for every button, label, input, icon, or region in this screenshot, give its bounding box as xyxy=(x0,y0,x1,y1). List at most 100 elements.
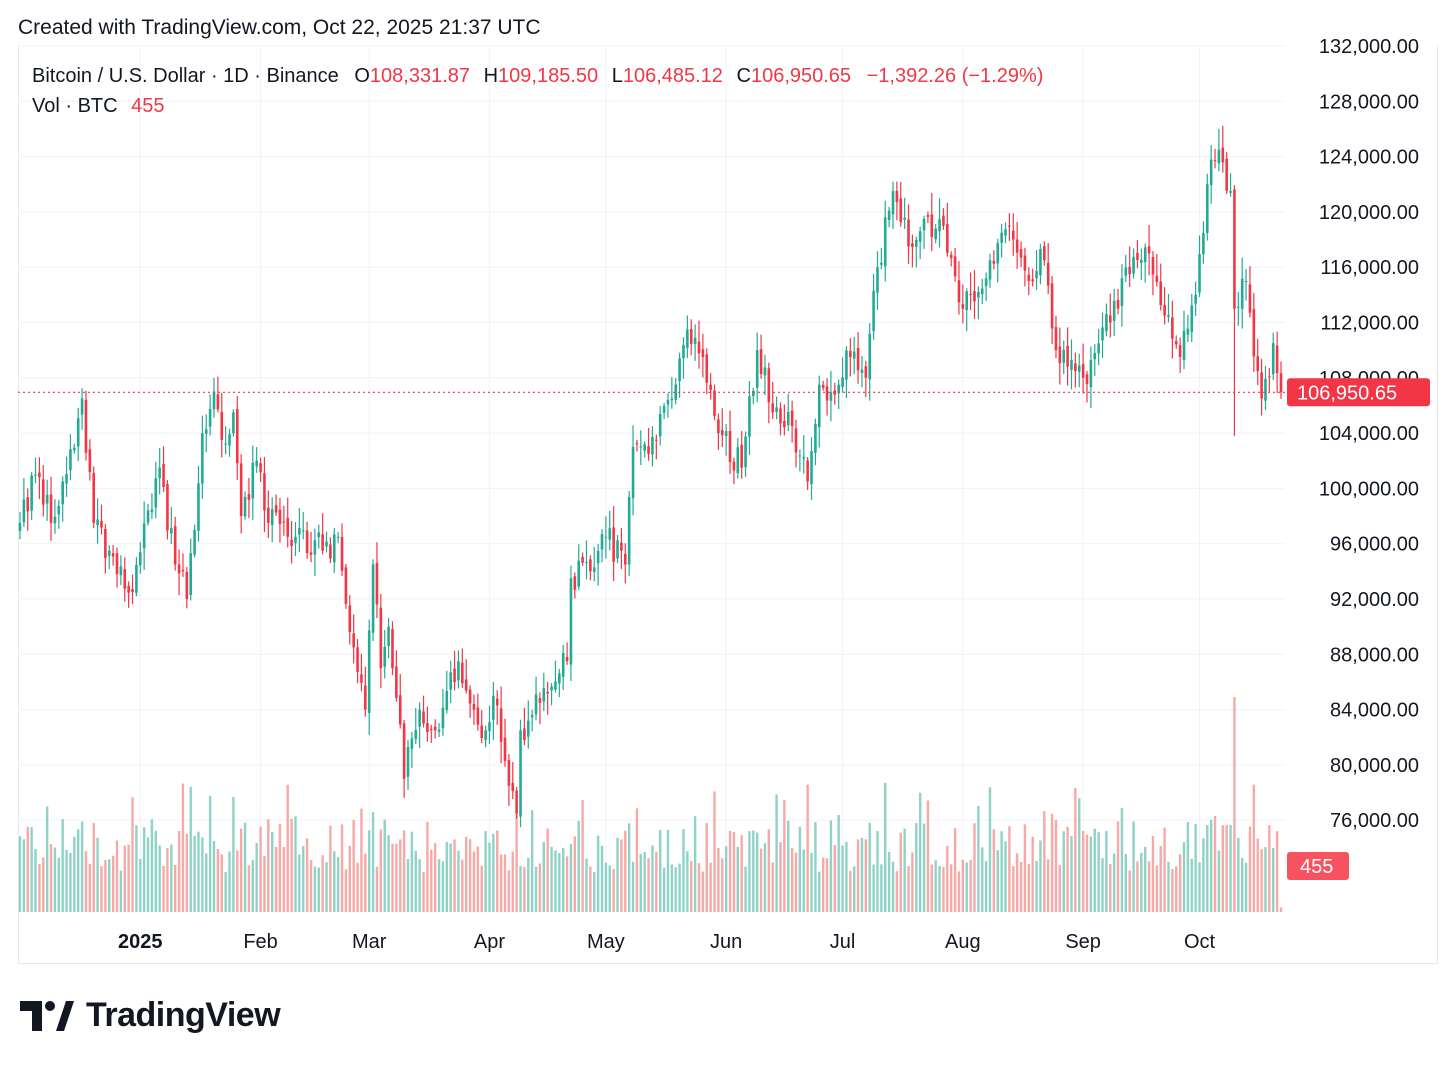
volume-bar xyxy=(430,849,433,912)
candle xyxy=(554,660,557,693)
chart-pane[interactable] xyxy=(18,46,1438,964)
candle xyxy=(693,324,697,361)
candle xyxy=(736,438,740,479)
volume-bar xyxy=(115,840,119,912)
price-chart[interactable]: 76,000.00 80,000.00 84,000.00 88,000.00 92,0… xyxy=(0,0,1456,980)
candle xyxy=(868,323,872,401)
tradingview-wordmark: TradingView xyxy=(86,996,281,1034)
volume-bar xyxy=(806,784,809,912)
volume-bar xyxy=(550,846,553,912)
volume-bar xyxy=(441,861,445,912)
volume-bar xyxy=(1175,866,1178,912)
volume-bar xyxy=(251,860,254,912)
candle xyxy=(984,272,988,301)
candle xyxy=(111,545,115,566)
candle xyxy=(794,419,798,468)
candle xyxy=(612,506,615,582)
candle xyxy=(608,510,612,551)
volume-bar xyxy=(1081,830,1085,912)
volume-bar xyxy=(965,862,968,912)
volume-bar xyxy=(150,819,154,912)
candle xyxy=(142,501,146,570)
volume-bar xyxy=(65,849,68,912)
volume-bar xyxy=(313,866,317,912)
tradingview-branding[interactable]: TradingView xyxy=(20,996,281,1035)
volume-bar xyxy=(38,863,41,912)
volume-bar xyxy=(399,839,402,912)
candle xyxy=(980,278,984,305)
volume-bar xyxy=(1120,808,1124,912)
volume-bars xyxy=(18,697,1283,912)
volume-bar xyxy=(627,823,631,912)
price-tick-label: 120,000.00 xyxy=(1319,202,1419,224)
volume-bar xyxy=(1202,838,1205,912)
volume-bar xyxy=(108,859,111,912)
candle xyxy=(845,345,848,399)
candle xyxy=(635,439,639,452)
volume-bar xyxy=(53,847,57,912)
candle xyxy=(107,545,111,570)
candle xyxy=(550,682,553,706)
volume-bar xyxy=(825,858,829,912)
candle xyxy=(445,670,449,714)
symbol-title[interactable]: Bitcoin / U.S. Dollar · 1D · Binance xyxy=(32,65,339,87)
volume-bar xyxy=(247,865,251,912)
candle xyxy=(946,202,949,257)
volume-bar xyxy=(581,800,584,912)
volume-bar xyxy=(1050,813,1054,912)
volume-bar xyxy=(829,820,833,912)
candle xyxy=(965,288,969,331)
volume-bar xyxy=(705,823,708,912)
candle xyxy=(969,272,972,311)
candle xyxy=(1240,257,1244,329)
candle xyxy=(193,524,196,558)
candle xyxy=(573,572,577,599)
volume-bar xyxy=(267,819,270,912)
time-tick-label: May xyxy=(587,931,625,953)
volume-bar xyxy=(783,799,786,912)
volume-bar xyxy=(946,845,949,912)
volume-bar xyxy=(872,864,875,912)
volume-bar xyxy=(1047,859,1050,912)
candle xyxy=(1147,224,1151,276)
volume-bar xyxy=(639,853,642,912)
candle xyxy=(204,414,208,453)
price-tick-label: 100,000.00 xyxy=(1319,478,1419,500)
volume-bar xyxy=(158,845,161,912)
candle xyxy=(53,499,57,534)
candle xyxy=(1209,145,1213,204)
volume-bar xyxy=(449,843,452,912)
volume-bar xyxy=(728,830,732,912)
candle xyxy=(220,392,224,458)
candle xyxy=(453,650,456,691)
volume-bar xyxy=(1252,784,1256,912)
price-tick-label: 128,000.00 xyxy=(1319,91,1419,113)
series-legend: Bitcoin / U.S. Dollar · 1D · Binance O10… xyxy=(32,63,1043,123)
candle xyxy=(476,693,480,731)
price-tick-label: 88,000.00 xyxy=(1330,644,1419,666)
candle xyxy=(775,396,778,420)
candle xyxy=(1237,291,1240,326)
volume-bar xyxy=(30,827,33,912)
candle xyxy=(1058,327,1062,385)
volume-title[interactable]: Vol · BTC xyxy=(32,95,118,117)
volume-bar xyxy=(1151,836,1155,912)
candle xyxy=(1128,246,1131,287)
candle xyxy=(181,553,185,577)
volume-bar xyxy=(1015,853,1019,912)
candle xyxy=(150,493,154,520)
candle xyxy=(655,434,658,460)
candle xyxy=(131,574,134,605)
volume-bar xyxy=(340,824,344,912)
price-tick-label: 112,000.00 xyxy=(1320,313,1419,335)
volume-bar xyxy=(119,870,123,912)
low-label: L xyxy=(611,65,623,87)
candle xyxy=(1062,340,1066,375)
volume-bar xyxy=(724,846,728,912)
candle xyxy=(1116,288,1120,315)
volume-bar xyxy=(565,856,569,912)
created-with-header: Created with TradingView.com, Oct 22, 20… xyxy=(18,16,541,39)
candle xyxy=(119,555,123,586)
volume-bar xyxy=(1097,832,1100,912)
candle xyxy=(383,630,387,679)
